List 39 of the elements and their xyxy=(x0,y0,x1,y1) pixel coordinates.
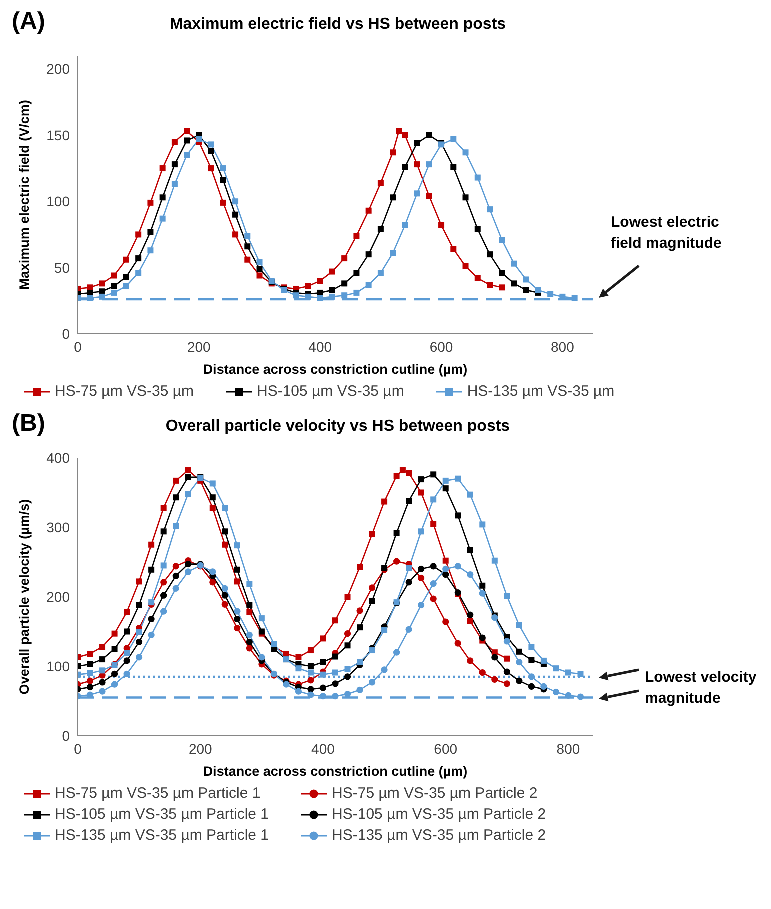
chart-title: Overall particle velocity vs HS between posts xyxy=(166,418,510,435)
x-tick-label: 0 xyxy=(74,338,82,355)
chart-title: Maximum electric field vs HS between posts xyxy=(170,16,506,33)
y-tick-label: 50 xyxy=(54,260,70,276)
legend-label: HS-135 µm VS-35 µm Particle 1 xyxy=(55,827,270,844)
legend-label: HS-105 µm VS-35 µm xyxy=(256,383,404,400)
y-tick-label: 150 xyxy=(46,127,70,144)
x-tick-label: 400 xyxy=(308,338,332,355)
x-tick-label: 800 xyxy=(556,740,580,757)
text: Lowest electric field magnitude xyxy=(611,214,722,252)
y-axis-title: Overall particle velocity (µm/s) xyxy=(16,499,32,695)
y-axis-title: Maximum electric field (V/cm) xyxy=(16,100,32,290)
x-tick-label: 200 xyxy=(187,338,212,355)
x-tick-label: 600 xyxy=(434,740,458,757)
x-axis-title: Distance across constriction cutline (µm) xyxy=(203,362,468,377)
x-tick-label: 800 xyxy=(551,338,575,355)
legend-label: HS-75 µm VS-35 µm Particle 1 xyxy=(55,785,261,802)
text: (A) xyxy=(12,8,46,36)
legend-label: HS-105 µm VS-35 µm Particle 2 xyxy=(332,806,546,823)
y-tick-label: 0 xyxy=(62,326,70,342)
legend-label: HS-75 µm VS-35 µm Particle 2 xyxy=(332,785,538,802)
x-tick-label: 600 xyxy=(430,338,454,355)
y-tick-label: 0 xyxy=(62,728,70,744)
y-tick-label: 100 xyxy=(46,194,70,210)
legend-label: HS-135 µm VS-35 µm Particle 2 xyxy=(332,827,546,844)
text: (B) xyxy=(12,410,46,438)
y-tick-label: 200 xyxy=(46,588,70,605)
text: Lowest velocity magnitude xyxy=(645,669,757,708)
x-tick-label: 0 xyxy=(74,740,82,757)
legend-label: HS-135 µm VS-35 µm xyxy=(467,383,615,400)
y-tick-label: 100 xyxy=(46,658,70,674)
y-tick-label: 200 xyxy=(46,61,70,78)
legend-label: HS-105 µm VS-35 µm Particle 1 xyxy=(55,806,270,823)
y-tick-label: 400 xyxy=(46,450,70,466)
x-tick-label: 200 xyxy=(188,740,213,757)
y-tick-label: 300 xyxy=(46,519,70,536)
x-axis-title: Distance across constriction cutline (µm) xyxy=(203,764,468,779)
x-tick-label: 400 xyxy=(312,740,336,757)
legend-label: HS-75 µm VS-35 µm xyxy=(55,383,194,400)
